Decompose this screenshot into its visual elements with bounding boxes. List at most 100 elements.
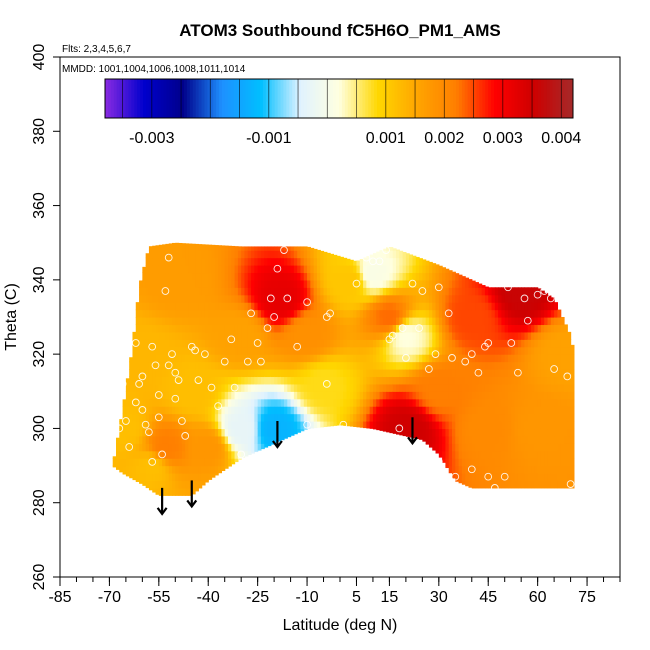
heatmap-cell xyxy=(455,398,460,407)
heatmap-cell xyxy=(363,376,367,385)
heatmap-cell xyxy=(198,473,203,482)
heatmap-cell xyxy=(181,383,186,392)
heatmap-cell xyxy=(211,428,216,437)
heatmap-cell xyxy=(155,309,160,318)
heatmap-cell xyxy=(376,398,381,407)
heatmap-cell xyxy=(343,324,348,333)
heatmap-cell xyxy=(313,346,318,355)
heatmap-cell xyxy=(382,376,387,385)
heatmap-cell xyxy=(330,383,335,392)
heatmap-cell xyxy=(422,272,427,281)
heatmap-cell xyxy=(544,480,549,489)
heatmap-cell xyxy=(135,480,140,482)
heatmap-cell xyxy=(353,339,358,348)
heatmap-cell xyxy=(267,287,272,296)
heatmap-cell xyxy=(145,265,150,274)
heatmap-cell xyxy=(415,361,420,370)
heatmap-cell xyxy=(191,243,196,251)
colorbar-swatch xyxy=(295,79,299,118)
heatmap-cell xyxy=(376,413,381,422)
heatmap-cell xyxy=(570,458,575,467)
heatmap-cell xyxy=(349,376,354,385)
heatmap-cell xyxy=(550,421,555,430)
heatmap-cell xyxy=(389,287,394,296)
heatmap-cell xyxy=(445,361,450,370)
colorbar-swatch xyxy=(479,79,483,118)
heatmap-cell xyxy=(557,406,562,415)
heatmap-cell xyxy=(313,369,318,378)
heatmap-cell xyxy=(405,279,410,288)
heatmap-cell xyxy=(567,413,572,422)
heatmap-cell xyxy=(198,272,203,281)
colorbar-swatch xyxy=(280,79,284,118)
heatmap-cell xyxy=(224,406,229,415)
heatmap-cell xyxy=(251,391,255,400)
heatmap-cell xyxy=(145,369,150,378)
heatmap-cell xyxy=(165,279,170,288)
sample-point xyxy=(448,354,456,362)
heatmap-cell xyxy=(521,398,526,407)
heatmap-cell xyxy=(405,287,410,296)
heatmap-cell xyxy=(142,480,147,486)
heatmap-cell xyxy=(405,324,410,333)
heatmap-cell xyxy=(274,383,279,392)
heatmap-cell xyxy=(274,369,279,378)
heatmap-cell xyxy=(488,443,493,452)
heatmap-cell xyxy=(336,257,341,266)
heatmap-cell xyxy=(402,257,407,266)
heatmap-cell xyxy=(228,391,232,400)
heatmap-cell xyxy=(195,406,199,415)
heatmap-cell xyxy=(514,354,519,363)
heatmap-cell xyxy=(333,339,338,348)
heatmap-cell xyxy=(514,376,519,385)
heatmap-cell xyxy=(524,406,529,415)
sample-point xyxy=(191,346,199,355)
heatmap-cell xyxy=(478,317,483,326)
heatmap-cell xyxy=(382,398,387,407)
heatmap-cell xyxy=(537,317,542,326)
heatmap-cell xyxy=(359,265,364,274)
heatmap-cell xyxy=(382,369,387,378)
heatmap-cell xyxy=(435,287,440,296)
heatmap-cell xyxy=(422,287,427,296)
colorbar-swatch xyxy=(558,79,562,118)
heatmap-cell xyxy=(198,346,203,355)
heatmap-cell xyxy=(188,250,193,259)
heatmap-cell xyxy=(231,376,236,385)
heatmap-cell xyxy=(396,317,400,326)
heatmap-cell xyxy=(178,369,183,378)
heatmap-cell xyxy=(560,428,565,437)
heatmap-cell xyxy=(148,376,153,385)
colorbar-swatch xyxy=(371,79,375,118)
heatmap-cell xyxy=(181,413,186,422)
heatmap-cell xyxy=(247,294,252,303)
heatmap-cell xyxy=(564,443,568,452)
heatmap-cell xyxy=(557,317,562,326)
heatmap-cell xyxy=(419,279,423,288)
heatmap-cell xyxy=(448,369,453,378)
heatmap-cell xyxy=(313,331,318,340)
heatmap-cell xyxy=(152,250,157,259)
heatmap-cell xyxy=(363,391,367,400)
colorbar-swatch xyxy=(245,79,249,118)
heatmap-cell xyxy=(455,473,460,482)
heatmap-cell xyxy=(231,406,236,415)
heatmap-cell xyxy=(353,361,358,370)
heatmap-cell xyxy=(211,309,216,318)
heatmap-cell xyxy=(336,272,341,281)
heatmap-cell xyxy=(438,302,443,311)
heatmap-cell xyxy=(531,376,535,385)
heatmap-cell xyxy=(340,294,344,303)
heatmap-cell xyxy=(145,480,150,489)
heatmap-cell xyxy=(484,376,489,385)
heatmap-cell xyxy=(386,376,391,385)
heatmap-cell xyxy=(195,458,199,467)
heatmap-cell xyxy=(396,369,400,378)
heatmap-cell xyxy=(208,272,213,281)
heatmap-cell xyxy=(251,369,255,378)
heatmap-cell xyxy=(396,287,400,296)
heatmap-cell xyxy=(554,361,559,370)
heatmap-cell xyxy=(376,376,381,385)
heatmap-cell xyxy=(260,369,265,378)
heatmap-cell xyxy=(560,324,565,333)
